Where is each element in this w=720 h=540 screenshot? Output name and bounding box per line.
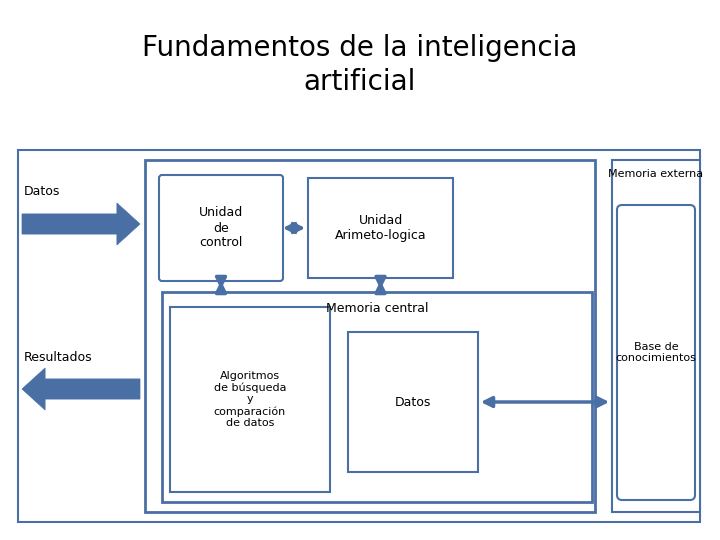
Text: Unidad
Arimeto-logica: Unidad Arimeto-logica [335, 214, 426, 242]
Bar [18, 150, 700, 522]
Bar [162, 292, 592, 502]
Bar [170, 307, 330, 492]
Text: Datos: Datos [24, 185, 60, 198]
Text: Fundamentos de la inteligencia
artificial: Fundamentos de la inteligencia artificia… [143, 33, 577, 96]
Text: Base de
conocimientos: Base de conocimientos [616, 342, 696, 363]
Bar [612, 160, 700, 512]
Text: Memoria externa: Memoria externa [608, 169, 703, 179]
Polygon shape [22, 203, 140, 245]
Text: Memoria central: Memoria central [325, 302, 428, 315]
Polygon shape [22, 368, 140, 410]
Text: Datos: Datos [395, 395, 431, 408]
Text: Unidad
de
control: Unidad de control [199, 206, 243, 249]
Bar [308, 178, 453, 278]
Bar [348, 332, 478, 472]
Text: Algoritmos
de búsqueda
y
comparación
de datos: Algoritmos de búsqueda y comparación de … [214, 370, 287, 428]
Bar [145, 160, 595, 512]
FancyBboxPatch shape [617, 205, 695, 500]
FancyBboxPatch shape [159, 175, 283, 281]
Text: Resultados: Resultados [24, 351, 93, 364]
